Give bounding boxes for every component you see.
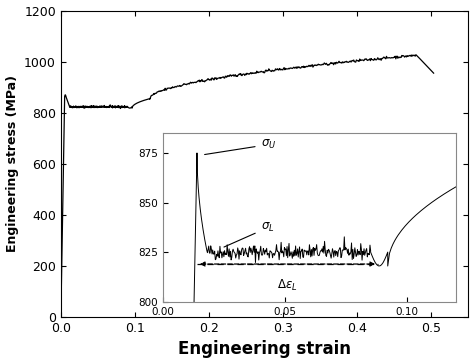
- X-axis label: Engineering strain: Engineering strain: [178, 340, 351, 359]
- Y-axis label: Engineering stress (MPa): Engineering stress (MPa): [6, 75, 18, 252]
